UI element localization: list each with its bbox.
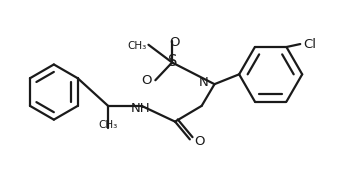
Text: NH: NH xyxy=(131,102,150,115)
Text: O: O xyxy=(141,74,152,87)
Text: O: O xyxy=(194,135,204,148)
Text: S: S xyxy=(168,54,178,69)
Text: O: O xyxy=(169,36,179,49)
Text: Cl: Cl xyxy=(303,38,316,50)
Text: N: N xyxy=(199,76,208,89)
Text: CH₃: CH₃ xyxy=(127,41,147,51)
Text: CH₃: CH₃ xyxy=(98,121,118,131)
